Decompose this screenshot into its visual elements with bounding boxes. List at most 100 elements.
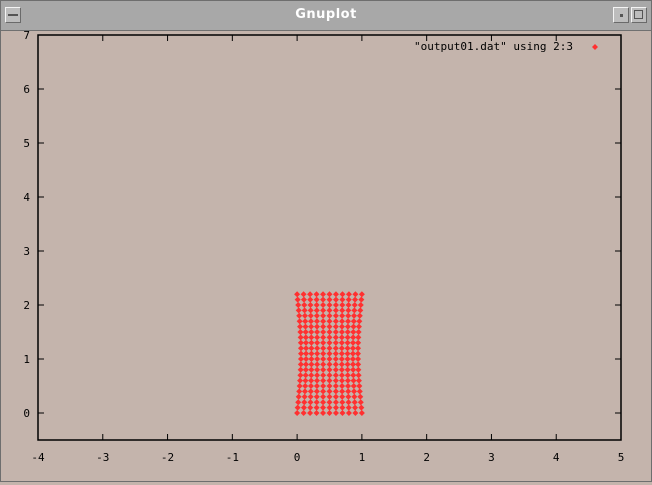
data-point <box>332 345 339 352</box>
data-point <box>320 302 327 308</box>
data-point <box>349 350 356 357</box>
data-point <box>332 296 339 303</box>
data-point <box>302 318 309 325</box>
data-point <box>355 339 362 346</box>
data-point <box>314 366 321 373</box>
minimize-button[interactable] <box>613 7 629 23</box>
data-point <box>339 388 346 395</box>
data-point <box>297 356 304 362</box>
y-tick-label: 0 <box>23 407 30 420</box>
data-point <box>345 399 352 406</box>
data-point <box>314 361 321 368</box>
data-point <box>313 318 320 325</box>
data-point <box>295 302 302 308</box>
data-point <box>345 393 352 400</box>
plot-border <box>37 34 622 441</box>
data-point <box>320 410 327 416</box>
data-point <box>326 404 333 411</box>
data-point <box>356 312 363 319</box>
data-point <box>313 399 320 406</box>
data-point <box>300 410 307 416</box>
data-point <box>344 339 351 346</box>
data-point <box>308 372 315 379</box>
data-point <box>326 307 333 314</box>
data-point <box>357 302 364 308</box>
data-point <box>301 312 308 319</box>
data-point <box>338 361 345 368</box>
y-tick-label: 4 <box>23 191 30 204</box>
x-tick-label: 3 <box>488 451 495 464</box>
data-point <box>308 339 315 346</box>
data-point <box>320 356 327 362</box>
data-point <box>350 377 357 384</box>
data-point <box>314 329 321 335</box>
data-point <box>320 383 327 389</box>
data-point <box>345 410 352 416</box>
data-point <box>296 318 303 325</box>
window-menu-button[interactable] <box>5 7 21 23</box>
data-point <box>313 383 320 389</box>
data-point <box>301 388 308 395</box>
data-point <box>350 361 357 368</box>
y-tick-label: 5 <box>23 137 30 150</box>
data-point <box>307 383 314 389</box>
data-point <box>301 399 308 406</box>
data-point <box>314 356 321 362</box>
data-point <box>350 383 357 389</box>
data-point <box>355 356 362 362</box>
data-points <box>294 291 365 416</box>
data-point <box>297 339 304 346</box>
data-point <box>339 296 346 303</box>
data-point <box>302 329 309 335</box>
window-title: Gnuplot <box>295 7 357 22</box>
data-point <box>332 318 339 325</box>
data-point <box>320 329 327 335</box>
data-point <box>320 345 327 352</box>
data-point <box>332 372 339 379</box>
legend: "output01.dat" using 2:3 <box>414 40 598 53</box>
maximize-button[interactable] <box>631 7 647 23</box>
title-bar[interactable]: Gnuplot <box>1 1 651 31</box>
data-point <box>300 404 307 411</box>
data-point <box>326 410 333 416</box>
data-point <box>358 404 365 411</box>
data-point <box>314 339 321 346</box>
data-point <box>351 399 358 406</box>
data-point <box>350 329 357 335</box>
data-point <box>332 366 339 373</box>
data-point <box>339 312 346 319</box>
data-point <box>339 318 346 325</box>
data-point <box>307 296 314 303</box>
data-point <box>326 393 333 400</box>
legend-label: "output01.dat" using 2:3 <box>414 40 573 53</box>
data-point <box>320 323 327 330</box>
x-tick-label: -3 <box>96 451 109 464</box>
data-point <box>344 366 351 373</box>
x-tick-label: 1 <box>359 451 366 464</box>
data-point <box>313 388 320 395</box>
data-point <box>356 383 363 389</box>
scatter-chart: -4 -3 -2 -1 0 1 2 3 4 5 0 1 2 3 4 5 6 7 "output01.dat" us… <box>23 29 624 464</box>
data-point <box>308 329 315 335</box>
data-point <box>338 366 345 373</box>
data-point <box>303 356 310 362</box>
data-point <box>297 366 304 373</box>
data-point <box>339 399 346 406</box>
data-point <box>344 356 351 362</box>
data-point <box>344 361 351 368</box>
data-point <box>339 302 346 308</box>
data-point <box>313 404 320 411</box>
axis-ticks: -4 -3 -2 -1 0 1 2 3 4 5 0 1 2 3 4 5 6 7 <box>23 29 624 464</box>
data-point <box>326 302 333 308</box>
data-point <box>350 323 357 330</box>
data-point <box>326 361 333 368</box>
data-point <box>326 291 333 298</box>
data-point <box>320 393 327 400</box>
data-point <box>326 334 333 341</box>
y-tick-label: 6 <box>23 83 30 96</box>
data-point <box>326 366 333 373</box>
data-point <box>338 329 345 335</box>
data-point <box>320 334 327 341</box>
data-point <box>345 383 352 389</box>
